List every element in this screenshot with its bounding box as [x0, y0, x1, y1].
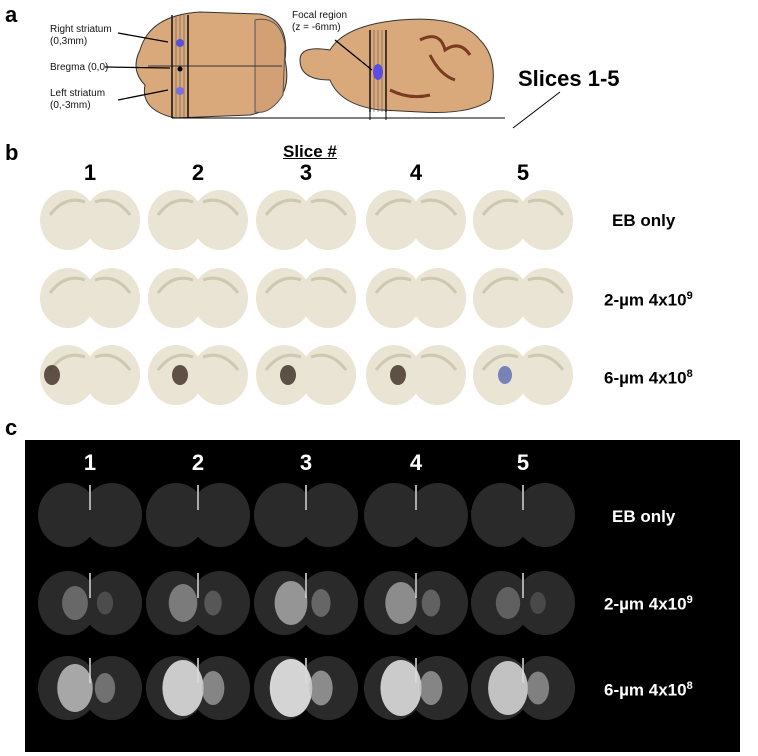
slice-number-header: Slice #	[283, 142, 337, 161]
slice-number-1: 1	[83, 160, 97, 185]
slice-number-3: 3	[299, 450, 313, 475]
slice-image	[366, 268, 466, 328]
fluorescence-slice	[38, 656, 142, 720]
fluorescence-slice	[364, 656, 468, 720]
fluorescence-slice	[38, 571, 142, 635]
slice-image	[473, 268, 573, 328]
slice-image	[256, 190, 356, 250]
focal-region-label: Focal region (z = -6mm)	[292, 10, 348, 33]
slice-number-4: 4	[409, 160, 423, 185]
slice-image	[148, 268, 248, 328]
row-label-2: 6-µm 4x108	[604, 680, 693, 700]
row-label-0: EB only	[612, 507, 676, 526]
slice-number-1: 1	[83, 450, 97, 475]
slice-image	[40, 345, 140, 405]
bregma-label: Bregma (0,0)	[50, 62, 109, 73]
slice-number-2: 2	[191, 450, 205, 475]
brightfield-slices	[40, 190, 573, 405]
fluorescence-slice	[471, 483, 575, 547]
fluorescence-slice	[254, 483, 358, 547]
panel-a-label: a	[5, 2, 18, 27]
row-label-0: EB only	[612, 211, 676, 230]
brain-diagram	[104, 11, 561, 129]
fluorescence-slice	[146, 483, 250, 547]
fluorescence-slice	[38, 483, 142, 547]
left-striatum-label: Left striatum (0,-3mm)	[50, 88, 106, 111]
panel-c-label: c	[5, 415, 18, 440]
fluorescence-slice	[364, 571, 468, 635]
slice-image	[256, 345, 356, 405]
slice-image	[148, 190, 248, 250]
slices-label: Slices 1-5	[518, 66, 620, 91]
fluorescence-slice	[254, 656, 358, 720]
slice-image	[256, 268, 356, 328]
slice-number-2: 2	[191, 160, 205, 185]
slice-image	[148, 345, 248, 405]
slice-image	[40, 190, 140, 250]
slice-number-5: 5	[516, 160, 530, 185]
slice-number-4: 4	[409, 450, 423, 475]
fluorescence-slice	[254, 571, 358, 635]
fluorescence-slice	[471, 656, 575, 720]
fluorescence-slice	[146, 571, 250, 635]
slice-image	[40, 268, 140, 328]
slice-image	[366, 190, 466, 250]
fluorescence-slice	[146, 656, 250, 720]
row-label-2: 6-µm 4x108	[604, 368, 693, 388]
slice-image	[366, 345, 466, 405]
row-label-1: 2-µm 4x109	[604, 290, 693, 310]
fluorescence-slice	[471, 571, 575, 635]
slice-number-5: 5	[516, 450, 530, 475]
panel-b-label: b	[5, 140, 19, 165]
right-striatum-label: Right striatum (0,3mm)	[50, 24, 112, 47]
fluorescence-slice	[364, 483, 468, 547]
row-label-1: 2-µm 4x109	[604, 594, 693, 614]
slice-image	[473, 345, 573, 405]
slice-number-3: 3	[299, 160, 313, 185]
slice-image	[473, 190, 573, 250]
fluorescence-slices	[38, 483, 575, 720]
